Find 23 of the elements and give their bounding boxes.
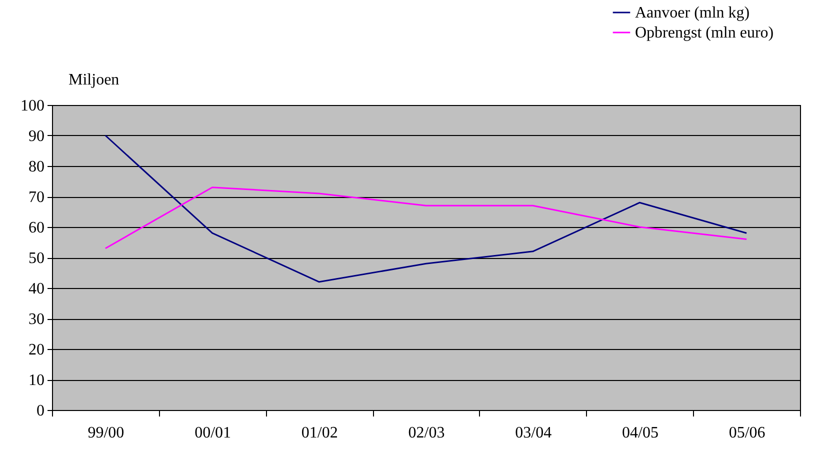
line-series bbox=[104, 134, 748, 283]
line-series bbox=[104, 186, 748, 250]
y-axis-title: Miljoen bbox=[68, 72, 120, 88]
y-tick-label: 60 bbox=[28, 220, 44, 236]
y-tick-label: 70 bbox=[28, 189, 44, 206]
x-tick-label: 99/00 bbox=[88, 424, 124, 442]
legend-label: Aanvoer (mln kg) bbox=[635, 4, 750, 22]
x-tick-label: 02/03 bbox=[408, 424, 445, 442]
x-tick-label: 01/02 bbox=[301, 424, 338, 442]
y-tick-label: 30 bbox=[28, 311, 44, 328]
y-tick-label: 100 bbox=[20, 98, 44, 114]
x-tick-label: 05/06 bbox=[728, 424, 766, 442]
y-tick-label: 90 bbox=[28, 128, 44, 145]
x-tick-label: 03/04 bbox=[515, 424, 552, 442]
y-tick-label: 80 bbox=[28, 158, 44, 176]
x-tick-label: 00/01 bbox=[194, 424, 232, 442]
y-tick-label: 20 bbox=[28, 342, 44, 358]
y-tick-label: 0 bbox=[36, 402, 44, 420]
x-tick-label: 04/05 bbox=[622, 424, 658, 442]
legend-label: Opbrengst (mln euro) bbox=[635, 24, 774, 42]
y-tick-label: 10 bbox=[28, 372, 44, 389]
y-tick-label: 40 bbox=[28, 280, 44, 298]
y-tick-label: 50 bbox=[28, 250, 44, 267]
